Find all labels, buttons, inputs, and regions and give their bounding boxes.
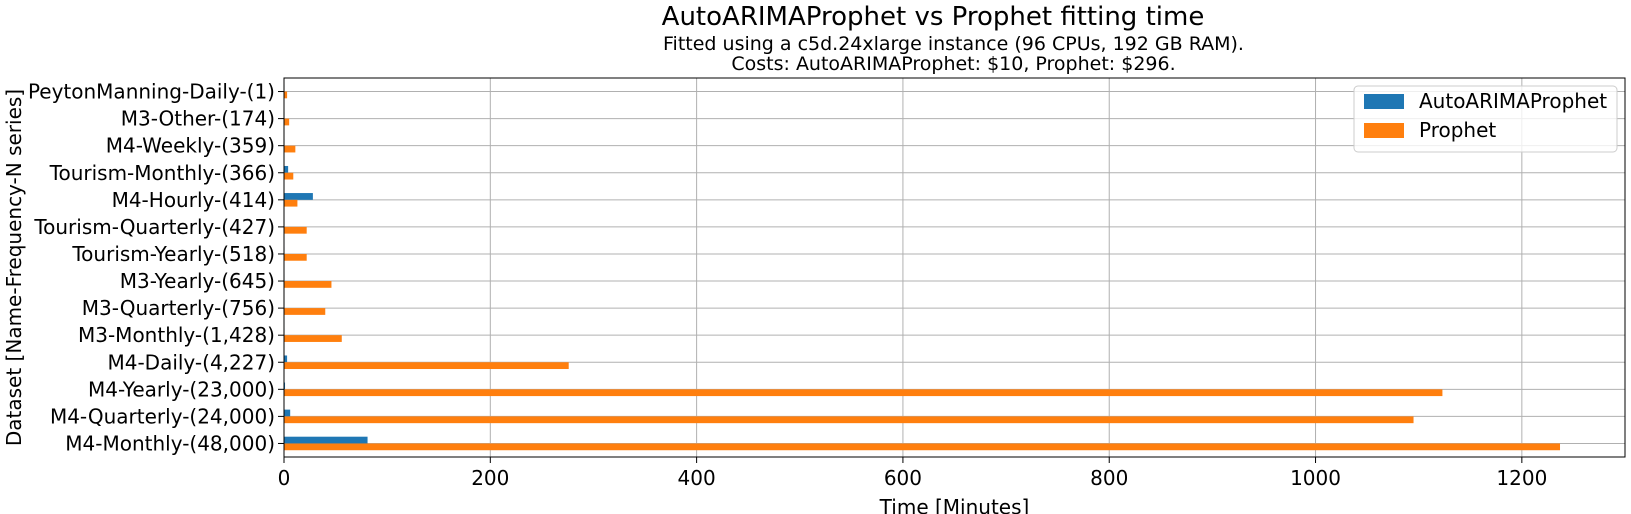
bar-prophet [284,199,298,207]
y-axis-ticks: M4-Monthly-(48,000) M4-Quarterly-(24,000)… [28,80,284,455]
x-axis-label: Time [Minutes] [879,495,1030,514]
legend-box [1353,85,1618,153]
y-tick-label: M3-Yearly-(645) [120,269,275,293]
y-tick-label: M3-Other-(174) [121,107,275,131]
bar-prophet [284,118,290,126]
y-tick-label: Tourism-Monthly-(366) [49,161,275,185]
bar-prophet [284,335,342,342]
legend-swatch [1364,123,1404,138]
y-tick-label: M4-Quarterly-(24,000) [50,404,275,428]
bar-prophet [284,253,307,261]
bar-prophet [284,226,307,234]
x-axis-ticks: 0 200 400 600 800 1000 1200 [278,457,1547,490]
bar-autoarimaprophet [284,165,289,173]
y-tick-label: M4-Weekly-(359) [106,134,275,158]
x-tick-label: 200 [471,466,509,490]
y-tick-label: M4-Hourly-(414) [112,188,275,212]
x-tick-label: 600 [884,466,922,490]
legend-swatch [1364,94,1404,109]
bar-prophet [284,443,1561,451]
x-tick-label: 800 [1090,466,1128,490]
bar-prophet [284,172,294,180]
bar-prophet [284,281,332,288]
bar-prophet [284,91,288,99]
bar-prophet [284,145,296,153]
y-tick-label: M4-Daily-(4,227) [107,350,275,374]
x-tick-label: 1000 [1290,466,1341,490]
y-tick-label: M3-Monthly-(1,428) [78,323,275,347]
legend-label: Prophet [1419,118,1496,142]
bar-autoarimaprophet [284,382,286,390]
bar-prophet [284,416,1414,424]
y-axis-label: Dataset [Name-Frequency-N series] [2,89,26,446]
y-tick-label: Tourism-Quarterly-(427) [33,215,275,239]
y-tick-label: M4-Yearly-(23,000) [88,377,275,401]
plot-frame [283,77,1626,458]
bar-autoarimaprophet [284,409,291,417]
bar-autoarimaprophet [284,355,288,363]
chart-subtitle-line2: Costs: AutoARIMAProphet: $10, Prophet: $… [731,53,1176,75]
bars [284,84,1561,451]
legend: AutoARIMAProphet Prophet [1353,85,1618,153]
y-tick-label: Tourism-Yearly-(518) [71,242,275,266]
bar-autoarimaprophet [284,436,368,444]
x-tick-label: 0 [278,466,291,490]
x-tick-label: 1200 [1496,466,1547,490]
x-tick-label: 400 [678,466,716,490]
y-tick-label: M4-Monthly-(48,000) [65,431,275,455]
legend-label: AutoARIMAProphet [1419,89,1607,113]
chart-title: AutoARIMAProphet vs Prophet fitting time [661,2,1205,32]
bar-prophet [284,362,569,370]
bar-prophet [284,389,1443,397]
y-tick-label: M3-Quarterly-(756) [82,296,275,320]
bar-prophet [284,308,326,315]
bar-autoarimaprophet [284,193,313,200]
y-tick-label: PeytonManning-Daily-(1) [28,80,275,104]
chart-subtitle-line1: Fitted using a c5d.24xlarge instance (96… [663,33,1244,55]
